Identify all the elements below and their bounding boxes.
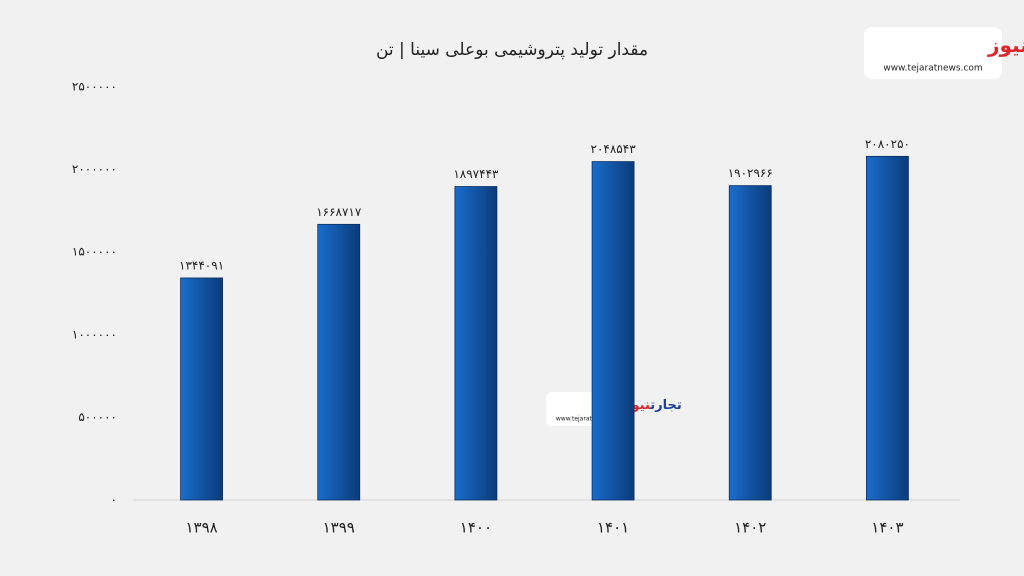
value-label: ۱۶۶۸۷۱۷ [316, 205, 362, 219]
value-label: ۱۹۰۲۹۶۶ [728, 166, 773, 180]
bar [728, 185, 772, 501]
x-tick-label: ۱۴۰۱ [597, 519, 629, 537]
y-tick-label: ۵۰۰۰۰۰ [78, 410, 117, 424]
y-tick-label: ۰ [111, 493, 117, 507]
y-tick-label: ۱۰۰۰۰۰۰ [72, 327, 117, 341]
x-tick-label: ۱۴۰۳ [871, 519, 903, 537]
watermark-url: www.tejaratnews.com [556, 416, 622, 423]
value-label: ۱۸۹۷۴۴۳ [453, 167, 499, 181]
x-tick-label: ۱۳۹۸ [185, 519, 217, 537]
bar [180, 277, 223, 501]
logo-box [864, 27, 1002, 79]
value-label: ۲۰۴۸۵۴۳ [591, 142, 637, 156]
x-tick-label: ۱۳۹۹ [323, 519, 355, 537]
logo-text: تجارتنیوز [987, 33, 1024, 57]
chart-title: مقدار تولید پتروشیمی بوعلی سینا | تن [376, 40, 648, 60]
logo: تجارتنیوز www.tejaratnews.com [864, 27, 1024, 79]
y-tick-label: ۱۵۰۰۰۰۰ [72, 245, 117, 259]
x-tick-label: ۱۴۰۰ [460, 519, 492, 537]
y-tick-label: ۲۵۰۰۰۰۰ [72, 80, 117, 94]
bar [866, 155, 909, 501]
bar [317, 223, 361, 501]
x-tick-label: ۱۴۰۲ [734, 519, 766, 537]
bar [591, 161, 635, 501]
logo-url: www.tejaratnews.com [883, 64, 982, 74]
bar [454, 186, 498, 501]
y-tick-label: ۲۰۰۰۰۰۰ [72, 162, 117, 176]
value-label: ۱۳۴۴۰۹۱ [179, 258, 224, 272]
value-label: ۲۰۸۰۲۵۰ [865, 137, 910, 151]
